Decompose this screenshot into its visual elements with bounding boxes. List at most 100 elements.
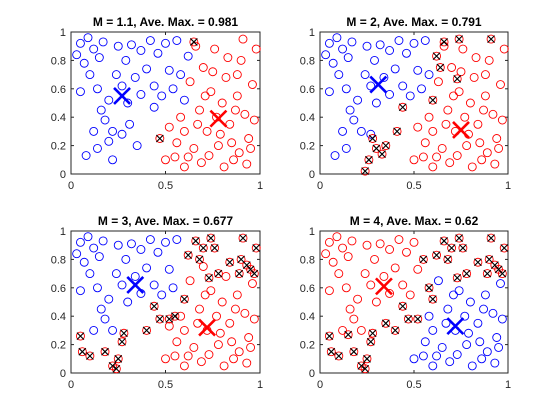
data-point	[221, 72, 231, 82]
data-point	[420, 337, 430, 347]
data-point	[428, 325, 438, 335]
data-point	[494, 143, 504, 153]
data-point	[225, 318, 235, 328]
data-point-ambiguous	[234, 269, 244, 279]
data-point	[108, 155, 118, 165]
data-point-ambiguous	[497, 269, 507, 279]
data-point-ambiguous	[432, 250, 442, 260]
data-point	[409, 237, 419, 247]
data-point	[96, 105, 106, 115]
y-tick-label: 0	[60, 368, 66, 380]
data-point	[464, 328, 473, 338]
data-point	[227, 138, 237, 148]
data-point	[238, 34, 248, 44]
data-point	[338, 325, 348, 335]
data-point	[83, 33, 93, 43]
data-point	[236, 55, 246, 65]
data-point	[428, 361, 438, 371]
data-point-ambiguous	[191, 236, 201, 246]
data-point	[168, 84, 178, 94]
data-point-ambiguous	[349, 347, 359, 357]
data-point-ambiguous	[381, 318, 391, 328]
data-point	[398, 280, 408, 290]
cluster-center-marker	[126, 276, 145, 294]
axes-frame	[70, 31, 261, 175]
data-point	[170, 351, 180, 361]
data-point	[402, 48, 411, 58]
data-point	[321, 50, 331, 60]
subplot-1: 0 0.5 1 0 0.2 0.4 0.6 0.8 1 M = 1.1, Ave. Max. = …	[51, 15, 263, 192]
data-point	[130, 72, 140, 82]
subplot-2: 0 0.5 1 0 0.2 0.4 0.6 0.8 1 M = 2, Ave. Max. = 0.…	[300, 15, 511, 192]
data-point	[179, 95, 189, 105]
data-point	[179, 126, 189, 136]
data-point	[482, 347, 492, 357]
data-point	[75, 38, 85, 48]
data-point	[75, 286, 85, 296]
data-point	[127, 40, 136, 50]
cluster-center-marker	[209, 109, 228, 128]
y-tick-label: 0	[309, 169, 315, 181]
data-point	[477, 354, 487, 364]
data-point	[196, 158, 206, 168]
data-point	[195, 304, 204, 314]
data-point	[246, 143, 256, 153]
data-point	[353, 294, 363, 304]
data-point	[176, 70, 186, 80]
data-point	[479, 105, 489, 115]
data-point	[432, 351, 442, 361]
data-point	[172, 36, 182, 45]
data-point	[390, 263, 400, 273]
y-tick-label: 0.2	[300, 141, 315, 153]
data-point	[217, 297, 227, 307]
data-point	[413, 65, 423, 75]
data-point	[343, 252, 353, 262]
data-point	[145, 36, 155, 45]
data-point	[341, 84, 351, 94]
data-point	[206, 87, 216, 97]
data-point-ambiguous	[198, 243, 208, 253]
data-point	[121, 55, 131, 65]
data-point	[449, 290, 458, 300]
data-point	[157, 91, 167, 101]
data-point	[324, 38, 334, 48]
data-point	[176, 311, 186, 321]
data-point	[379, 72, 389, 82]
data-point	[458, 44, 468, 54]
data-point	[405, 91, 415, 101]
data-point	[89, 243, 99, 253]
data-point	[98, 236, 108, 246]
x-tick-label: 1	[505, 379, 511, 391]
data-point	[462, 141, 472, 151]
data-point-ambiguous	[368, 328, 378, 338]
data-point	[441, 318, 451, 328]
data-point	[161, 237, 170, 247]
data-point	[499, 44, 509, 54]
data-point-ambiguous	[85, 351, 95, 361]
data-point-ambiguous	[403, 314, 413, 324]
data-point	[413, 122, 423, 132]
data-point	[249, 115, 259, 125]
data-point	[79, 257, 89, 267]
data-point	[161, 155, 170, 165]
data-point	[93, 283, 102, 293]
data-point	[208, 67, 218, 77]
data-point	[83, 232, 93, 242]
data-point	[475, 138, 485, 148]
data-point	[349, 314, 359, 324]
data-point-ambiguous	[117, 337, 127, 347]
subplot-title: M = 2, Ave. Max. = 0.791	[346, 15, 482, 29]
data-point	[136, 46, 146, 55]
data-point	[164, 321, 174, 331]
data-point	[223, 53, 233, 63]
data-point	[149, 102, 159, 112]
data-point-ambiguous	[482, 269, 492, 279]
data-point	[229, 354, 238, 364]
data-point	[467, 162, 477, 172]
y-tick-label: 0.8	[51, 254, 66, 266]
data-point	[420, 138, 430, 148]
data-point-ambiguous	[238, 233, 248, 243]
data-point-ambiguous	[362, 354, 372, 364]
data-point	[462, 340, 472, 350]
x-tick-label: 1	[257, 379, 263, 391]
